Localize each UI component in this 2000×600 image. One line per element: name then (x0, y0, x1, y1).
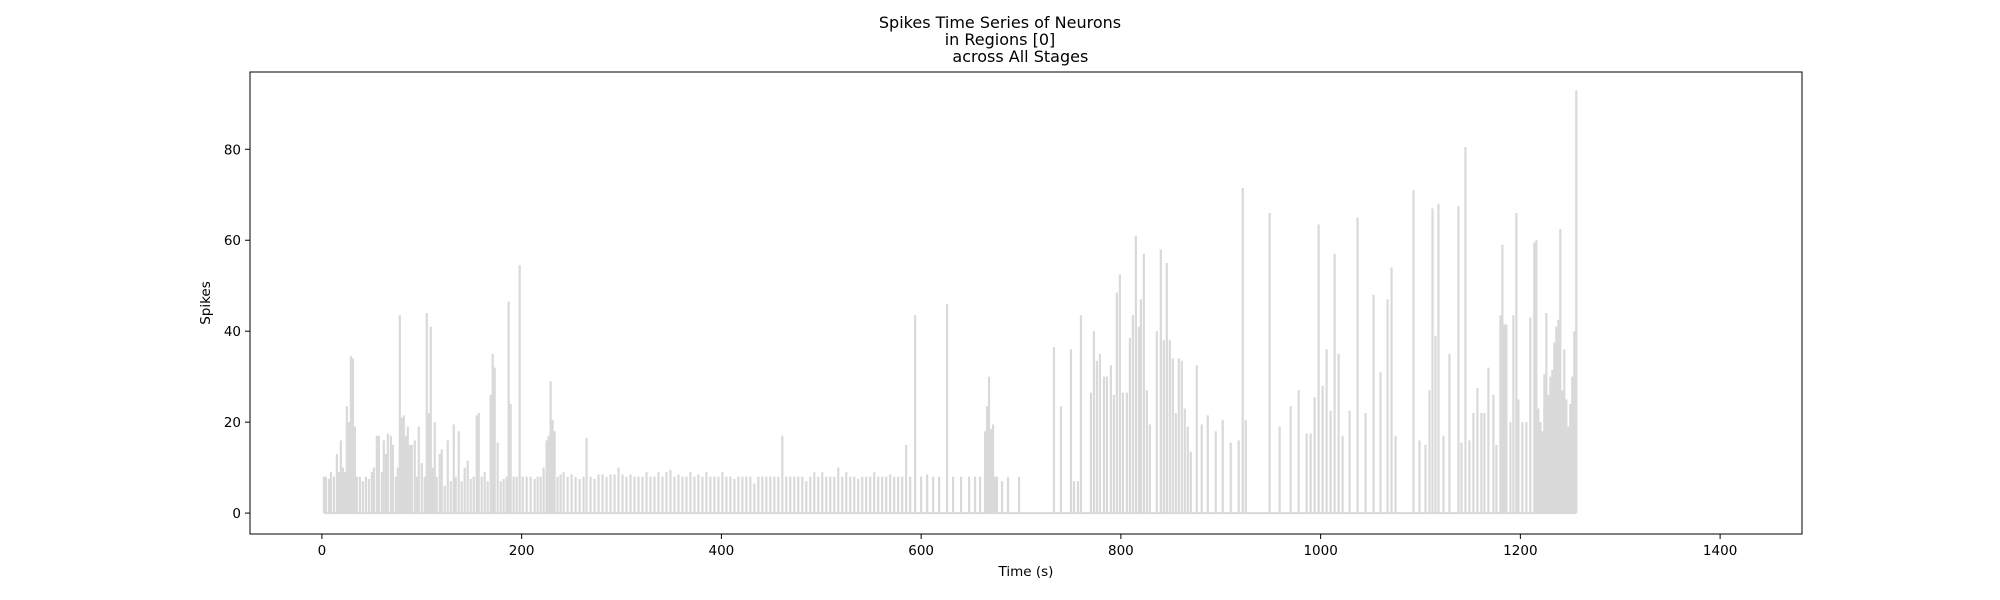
x-tick-label: 800 (1108, 543, 1134, 559)
x-tick-label: 600 (908, 543, 934, 559)
chart-title-line-2: in Regions [0] (944, 30, 1056, 49)
chart-title-line-1: Spikes Time Series of Neurons (878, 13, 1122, 32)
y-axis-label: Spikes (198, 281, 214, 325)
y-tick-label: 40 (224, 324, 241, 340)
y-axis-ticks: 0 20 40 60 80 (224, 142, 250, 522)
y-tick-label: 60 (224, 233, 241, 249)
y-tick-label: 80 (224, 142, 241, 158)
plot-area (322, 90, 1578, 515)
x-tick-label: 400 (709, 543, 735, 559)
y-tick-label: 20 (224, 415, 241, 431)
x-tick-label: 1000 (1303, 543, 1337, 559)
y-tick-label: 0 (232, 506, 241, 522)
chart-title-line-3: across All Stages (911, 47, 1089, 66)
x-tick-label: 200 (509, 543, 535, 559)
x-axis-ticks: 0 200 400 600 800 1000 1200 1400 (318, 534, 1737, 559)
x-tick-label: 1400 (1703, 543, 1737, 559)
x-tick-label: 1200 (1503, 543, 1537, 559)
axes-frame (249, 71, 1803, 535)
x-axis-label: Time (s) (998, 564, 1054, 580)
x-tick-label: 0 (318, 543, 327, 559)
